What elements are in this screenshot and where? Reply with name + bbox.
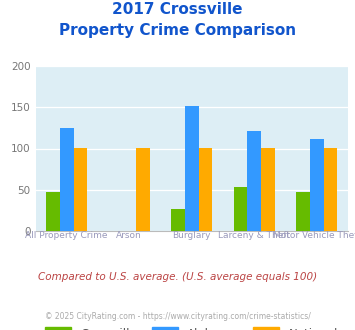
Bar — [136, 148, 150, 231]
Text: Arson: Arson — [116, 231, 142, 240]
Bar — [296, 192, 310, 231]
Text: 2017 Crossville: 2017 Crossville — [112, 2, 243, 16]
Text: Motor Vehicle Theft: Motor Vehicle Theft — [273, 231, 355, 240]
Bar — [261, 148, 275, 231]
Text: Compared to U.S. average. (U.S. average equals 100): Compared to U.S. average. (U.S. average … — [38, 272, 317, 282]
Bar — [234, 187, 247, 231]
Text: Property Crime Comparison: Property Crime Comparison — [59, 23, 296, 38]
Bar — [198, 148, 212, 231]
Bar — [171, 209, 185, 231]
Bar — [46, 192, 60, 231]
Text: All Property Crime: All Property Crime — [26, 231, 108, 240]
Text: Larceny & Theft: Larceny & Theft — [218, 231, 290, 240]
Bar — [60, 128, 73, 231]
Bar — [185, 106, 198, 231]
Legend: Crossville, Alabama, National: Crossville, Alabama, National — [40, 323, 343, 330]
Bar — [323, 148, 337, 231]
Text: Burglary: Burglary — [173, 231, 211, 240]
Bar — [73, 148, 87, 231]
Text: © 2025 CityRating.com - https://www.cityrating.com/crime-statistics/: © 2025 CityRating.com - https://www.city… — [45, 312, 310, 321]
Bar — [310, 139, 323, 231]
Bar — [247, 131, 261, 231]
